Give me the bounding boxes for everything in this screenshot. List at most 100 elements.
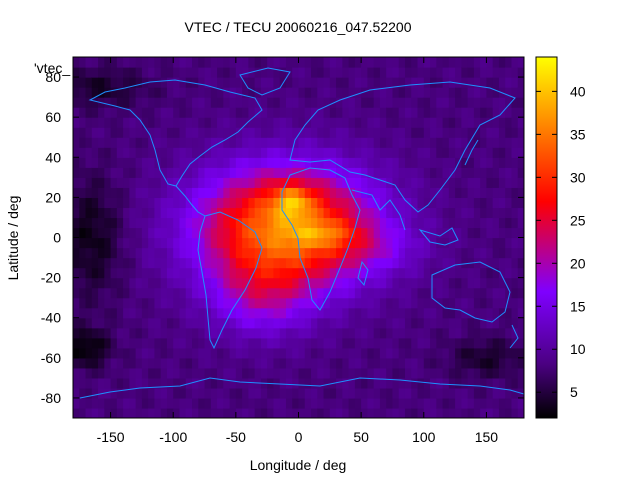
heatmap-cell (436, 307, 444, 319)
heatmap-cell (505, 117, 513, 128)
heatmap-cell (104, 187, 112, 198)
heatmap-cell (411, 207, 419, 219)
heatmap-cell (417, 257, 425, 269)
heatmap-cell (423, 97, 431, 108)
heatmap-cell (279, 147, 287, 158)
heatmap-cell (342, 257, 350, 269)
heatmap-cell (123, 167, 130, 178)
heatmap-cell (135, 187, 143, 198)
heatmap-cell (198, 367, 206, 379)
heatmap-cell (285, 327, 293, 339)
heatmap-cell (348, 227, 356, 239)
heatmap-cell (448, 207, 456, 219)
heatmap-cell (141, 327, 149, 339)
heatmap-cell (342, 377, 350, 389)
heatmap-cell (85, 277, 93, 289)
heatmap-cell (204, 187, 212, 198)
heatmap-cell (336, 367, 343, 379)
heatmap-cell (91, 347, 99, 359)
heatmap-cell (317, 357, 325, 369)
heatmap-cell (417, 237, 425, 249)
heatmap-cell (98, 137, 105, 148)
heatmap-cell (398, 297, 406, 309)
heatmap-cell (392, 307, 400, 319)
heatmap-cell (98, 347, 105, 359)
coastline-north-america (88, 79, 263, 187)
heatmap-cell (354, 297, 362, 309)
heatmap-cell (342, 307, 350, 319)
heatmap-cell (311, 187, 318, 198)
heatmap-cell (498, 367, 506, 379)
heatmap-cell (386, 67, 394, 78)
heatmap-cell (135, 87, 143, 98)
heatmap-cell (298, 127, 306, 138)
heatmap-cell (279, 67, 287, 78)
heatmap-cell (386, 77, 394, 88)
heatmap-cell (354, 97, 362, 108)
heatmap-cell (98, 257, 105, 269)
heatmap-cell (430, 67, 437, 78)
heatmap-cell (98, 267, 105, 279)
heatmap-cell (348, 257, 356, 269)
heatmap-cell (304, 77, 312, 88)
heatmap-cell (354, 287, 362, 299)
heatmap-cell (517, 57, 524, 68)
heatmap-cell (235, 247, 243, 259)
heatmap-cell (404, 147, 412, 158)
heatmap-cell (298, 107, 306, 118)
heatmap-cell (292, 137, 300, 148)
heatmap-cell (242, 277, 249, 289)
heatmap-cell (210, 127, 218, 138)
heatmap-cell (129, 307, 137, 319)
heatmap-cell (298, 157, 306, 168)
heatmap-cell (379, 317, 387, 329)
heatmap-cell (279, 367, 287, 379)
heatmap-cell (323, 57, 331, 68)
heatmap-cell (517, 277, 524, 289)
heatmap-cell (486, 247, 494, 259)
heatmap-cell (260, 187, 268, 198)
heatmap-cell (455, 307, 462, 319)
heatmap-cell (192, 327, 199, 339)
heatmap-cell (179, 257, 187, 269)
heatmap-cell (298, 77, 306, 88)
heatmap-cell (273, 57, 281, 68)
heatmap-cell (148, 267, 156, 279)
heatmap-cell (311, 397, 318, 409)
heatmap-cell (348, 187, 356, 198)
heatmap-cell (129, 77, 137, 88)
heatmap-cell (404, 207, 412, 219)
heatmap-cell (404, 157, 412, 168)
x-tick-label: 50 (353, 429, 369, 445)
heatmap-cell (423, 177, 431, 188)
heatmap-cell (160, 277, 168, 289)
heatmap-cell (486, 207, 494, 219)
heatmap-cell (166, 247, 174, 259)
heatmap-cell (166, 337, 174, 349)
heatmap-cell (129, 247, 137, 259)
heatmap-cell (279, 357, 287, 369)
heatmap-cell (329, 87, 337, 98)
heatmap-cell (367, 57, 375, 68)
heatmap-cell (417, 367, 425, 379)
heatmap-cell (204, 267, 212, 279)
heatmap-cell (511, 217, 519, 229)
heatmap-cell (129, 147, 137, 158)
heatmap-cell (311, 327, 318, 339)
heatmap-cell (198, 177, 206, 188)
heatmap-cell (110, 267, 118, 279)
heatmap-cell (442, 107, 450, 118)
heatmap-cell (317, 77, 325, 88)
heatmap-cell (361, 377, 368, 389)
heatmap-cell (179, 207, 187, 219)
heatmap-cell (480, 317, 488, 329)
heatmap-cell (317, 367, 325, 379)
heatmap-cell (386, 137, 394, 148)
heatmap-cell (104, 217, 112, 229)
heatmap-cell (260, 157, 268, 168)
heatmap-cell (198, 347, 206, 359)
heatmap-cell (486, 117, 494, 128)
heatmap-cell (354, 397, 362, 409)
heatmap-cell (79, 297, 87, 309)
heatmap-cell (267, 317, 275, 329)
